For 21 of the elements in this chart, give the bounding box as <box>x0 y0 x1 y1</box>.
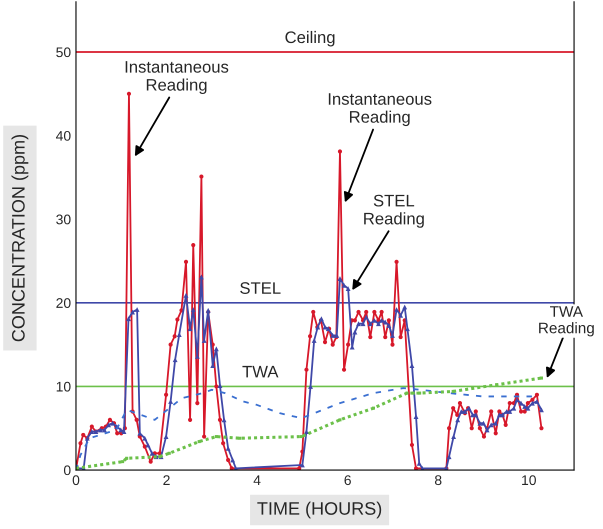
y-tick-label: 20 <box>56 298 71 308</box>
x-tick-label: 8 <box>434 475 442 486</box>
x-tick-label: 4 <box>254 475 261 485</box>
annotation: Instantaneous Reading <box>126 61 228 94</box>
x-tick-label: 2 <box>163 475 170 485</box>
ref-line-label: STEL <box>240 282 281 294</box>
annotation: TWA Reading <box>539 306 594 336</box>
x-tick-label: 0 <box>72 475 80 486</box>
y-tick-label: 0 <box>64 465 71 476</box>
x-tick-label: 10 <box>522 475 536 486</box>
x-tick-label: 6 <box>344 475 351 486</box>
x-axis-title: TIME (HOURS) <box>257 502 382 518</box>
y-tick-label: 30 <box>56 214 71 224</box>
y-tick-label: 10 <box>56 382 71 392</box>
ref-line-label: TWA <box>242 366 278 378</box>
y-tick-label: 40 <box>56 130 71 141</box>
ref-line-label: Ceiling <box>285 30 334 46</box>
y-axis-title: CONCENTRATION (ppm) <box>11 135 28 342</box>
annotation: STEL Reading <box>364 194 424 228</box>
y-tick-label: 50 <box>56 47 71 58</box>
annotation: Instantaneous Reading <box>328 93 432 126</box>
